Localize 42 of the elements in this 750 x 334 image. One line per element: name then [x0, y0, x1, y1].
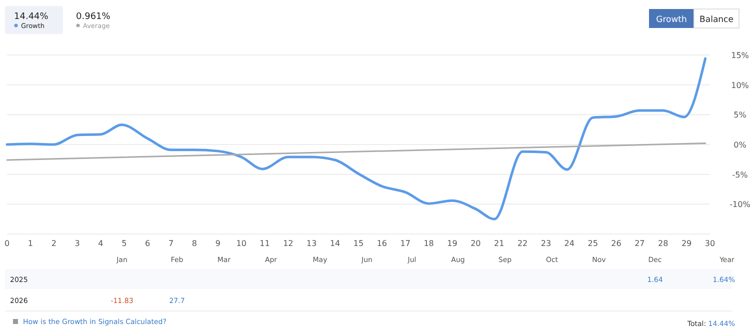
x-tick-label: 30 — [704, 239, 716, 248]
y-tick-label: 0% — [734, 140, 747, 150]
x-tick-label: 13 — [306, 239, 317, 248]
x-tick-label: 2 — [51, 239, 56, 248]
x-tick-label: 1 — [28, 239, 33, 248]
x-tick-label: 21 — [494, 239, 504, 248]
x-tick-label: 22 — [517, 239, 528, 248]
y-tick-label: -10% — [730, 200, 750, 210]
x-tick-label: 5 — [122, 239, 127, 248]
x-tick-label: 25 — [588, 239, 598, 248]
x-tick-label: 3 — [74, 239, 80, 248]
x-tick-label: 8 — [192, 239, 198, 248]
x-tick-label: 0 — [4, 239, 10, 248]
y-tick-label: 10% — [731, 80, 750, 90]
y-tick-label: -5% — [732, 170, 748, 180]
x-tick-label: 12 — [283, 239, 294, 248]
y-tick-label: 15% — [731, 51, 750, 60]
x-tick-label: 17 — [400, 239, 410, 248]
text: Balance — [700, 15, 734, 25]
x-tick-label: 19 — [447, 239, 458, 248]
x-tick-label: 10 — [236, 239, 246, 248]
x-tick-label: 27 — [634, 239, 645, 248]
x-tick-label: 28 — [658, 239, 668, 248]
x-tick-label: 14 — [330, 239, 340, 248]
x-tick-label: 20 — [470, 239, 481, 248]
x-tick-label: 4 — [98, 239, 104, 248]
x-tick-label: 26 — [611, 239, 622, 248]
x-tick-label: 24 — [564, 239, 574, 248]
x-tick-label: 9 — [215, 239, 220, 248]
x-tick-label: 6 — [145, 239, 150, 248]
y-tick-label: 5% — [734, 110, 747, 120]
x-tick-label: 23 — [540, 239, 552, 248]
text: 14.44% — [14, 12, 49, 22]
x-tick-label: 11 — [260, 239, 270, 248]
text: Growth — [656, 15, 687, 25]
x-tick-label: 18 — [424, 239, 434, 248]
line-series — [6, 57, 707, 220]
x-tick-label: 7 — [168, 239, 174, 248]
x-tick-label: 15 — [353, 239, 364, 248]
x-tick-label: 29 — [681, 239, 692, 248]
text: 0.961% — [76, 12, 111, 22]
x-tick-label: 16 — [376, 239, 388, 248]
